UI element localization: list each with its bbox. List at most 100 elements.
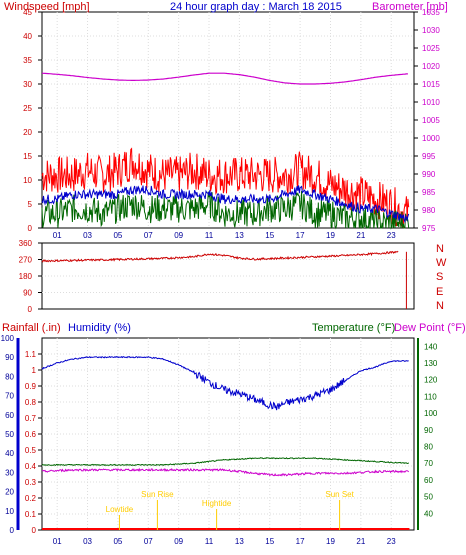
humidity-tick-label: 40 [5, 449, 14, 458]
humidity-tick-label: 70 [5, 392, 14, 401]
wind-tick-label: 10 [23, 176, 32, 185]
lower-x-tick-label: 17 [296, 537, 305, 546]
direction-tick-label: 360 [19, 239, 33, 248]
temperature-series-line [41, 457, 410, 467]
rain-tick-label: 1.1 [25, 350, 37, 359]
wind-x-tick-label: 03 [83, 231, 92, 240]
rain-tick-label: 0.9 [25, 382, 37, 391]
direction-tick-label: 0 [28, 305, 33, 314]
temperature-tick-label: 40 [424, 509, 433, 518]
barometer-tick-label: 1005 [422, 116, 440, 125]
rain-tick-label: 0.1 [25, 510, 37, 519]
barometer-tick-label: 975 [422, 224, 436, 233]
barometer-tick-label: 995 [422, 152, 436, 161]
wind-tick-label: 35 [23, 56, 32, 65]
dewpoint-series-line [42, 467, 410, 477]
barometer-tick-label: 980 [422, 206, 436, 215]
rain-tick-label: 0.2 [25, 494, 37, 503]
lower-x-tick-label: 13 [235, 537, 244, 546]
graph-title: 24 hour graph day : March 18 2015 [170, 1, 342, 13]
humidity-tick-label: 80 [5, 372, 14, 381]
event-label: Lowtide [106, 505, 134, 514]
compass-n-bottom: N [436, 300, 444, 312]
rain-tick-label: 0.6 [25, 430, 37, 439]
wind-x-tick-label: 07 [144, 231, 153, 240]
temperature-tick-label: 100 [424, 409, 438, 418]
temperature-tick-label: 110 [424, 392, 437, 401]
humidity-tick-label: 10 [5, 507, 14, 516]
windspeed-axis-label: Windspeed [mph] [4, 1, 90, 13]
wind-x-tick-label: 11 [205, 231, 214, 240]
windspeed-series-line [41, 147, 410, 229]
humidity-tick-label: 60 [5, 411, 14, 420]
rain-tick-label: 0.3 [25, 478, 37, 487]
temperature-tick-label: 120 [424, 376, 438, 385]
lower-x-tick-label: 23 [387, 537, 396, 546]
barometer-tick-label: 985 [422, 188, 436, 197]
direction-tick-label: 270 [19, 256, 33, 265]
wind-x-tick-label: 09 [174, 231, 183, 240]
wind-tick-label: 15 [23, 152, 32, 161]
humidity-axis-label: Humidity (%) [68, 322, 131, 334]
barometer-tick-label: 1010 [422, 98, 440, 107]
temperature-axis-label: Temperature (°F) [312, 322, 395, 334]
temperature-tick-label: 90 [424, 426, 433, 435]
wind-tick-label: 45 [23, 8, 32, 17]
rain-tick-label: 0.8 [25, 398, 37, 407]
compass-w: W [436, 257, 447, 269]
event-label: Sun Set [325, 490, 354, 499]
temperature-tick-label: 50 [424, 493, 433, 502]
wind-tick-label: 30 [23, 80, 32, 89]
direction-tick-label: 180 [19, 272, 33, 281]
rain-tick-label: 0 [32, 526, 37, 535]
humidity-tick-label: 20 [5, 488, 14, 497]
humidity-tick-label: 0 [10, 526, 15, 535]
direction-tick-label: 90 [23, 289, 32, 298]
lower-x-tick-label: 15 [265, 537, 274, 546]
lull-series-line [41, 190, 410, 230]
lower-x-tick-label: 09 [174, 537, 183, 546]
barometer-tick-label: 1025 [422, 44, 440, 53]
lower-x-tick-label: 21 [356, 537, 365, 546]
wind-x-tick-label: 15 [265, 231, 274, 240]
wind-x-tick-label: 23 [387, 231, 396, 240]
lower-x-tick-label: 03 [83, 537, 92, 546]
temperature-tick-label: 130 [424, 359, 438, 368]
temperature-tick-label: 140 [424, 342, 438, 351]
humidity-tick-label: 100 [1, 334, 15, 343]
compass-e: E [436, 286, 443, 298]
barometer-tick-label: 1000 [422, 134, 440, 143]
wind-tick-label: 0 [28, 224, 33, 233]
lower-x-tick-label: 19 [326, 537, 335, 546]
event-label: Hightide [202, 499, 232, 508]
barometer-tick-label: 1035 [422, 8, 440, 17]
wind-x-tick-label: 19 [326, 231, 335, 240]
barometer-tick-label: 990 [422, 170, 436, 179]
wind-x-tick-label: 05 [113, 231, 122, 240]
wind-direction-series-line [41, 250, 399, 263]
barometer-tick-label: 1015 [422, 80, 440, 89]
rain-tick-label: 0.5 [25, 446, 37, 455]
chart-dynamic-layer: 0510152025303540459759809859909951000100… [1, 8, 441, 546]
temperature-tick-label: 70 [424, 459, 433, 468]
wind-x-tick-label: 01 [53, 231, 62, 240]
rainfall-axis-label: Rainfall (.in) [2, 322, 61, 334]
lower-x-tick-label: 05 [113, 537, 122, 546]
temperature-tick-label: 80 [424, 443, 433, 452]
barometer-series-line [41, 72, 408, 85]
dewpoint-axis-label: Dew Point (°F) [394, 322, 466, 334]
average-wind-series-line [41, 185, 410, 224]
wind-tick-label: 40 [23, 32, 32, 41]
wind-tick-label: 20 [23, 128, 32, 137]
lower-x-tick-label: 01 [53, 537, 62, 546]
wind-x-tick-label: 13 [235, 231, 244, 240]
wind-tick-label: 25 [23, 104, 32, 113]
humidity-tick-label: 30 [5, 468, 14, 477]
barometer-tick-label: 1030 [422, 26, 440, 35]
lower-x-tick-label: 11 [205, 537, 214, 546]
wind-tick-label: 5 [28, 200, 33, 209]
event-label: Sun Rise [141, 490, 174, 499]
humidity-tick-label: 50 [5, 430, 14, 439]
temperature-tick-label: 60 [424, 476, 433, 485]
